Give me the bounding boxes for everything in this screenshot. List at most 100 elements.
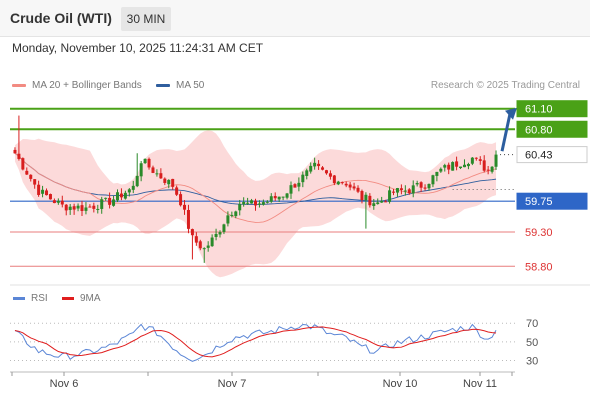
- candle-body: [234, 211, 238, 217]
- x-axis-label: Nov 6: [50, 378, 79, 390]
- level-label-60.43: 60.43: [516, 146, 588, 164]
- candle-body: [202, 248, 206, 250]
- candle-body: [123, 192, 127, 199]
- candle-body: [324, 170, 328, 174]
- candle-body: [478, 159, 482, 161]
- candle-body: [246, 202, 250, 204]
- candle-body: [13, 149, 17, 154]
- candle-body: [265, 201, 269, 203]
- candle-body: [352, 186, 356, 189]
- candle-body: [474, 157, 478, 159]
- level-tag-text: 60.43: [525, 150, 553, 162]
- candle-body: [238, 204, 242, 211]
- candle-body: [80, 205, 84, 211]
- candle-body: [384, 201, 388, 203]
- candle-body: [41, 189, 45, 194]
- candle-body: [68, 206, 72, 210]
- level-tag-text: 59.75: [525, 196, 553, 208]
- candle-body: [431, 175, 435, 185]
- candle-body: [147, 158, 151, 168]
- candle-body: [447, 164, 451, 170]
- candle-body: [92, 205, 96, 209]
- candle-body: [285, 193, 289, 198]
- timeframe-badge[interactable]: 30 MIN: [121, 7, 171, 31]
- candle-body: [486, 169, 490, 171]
- level-tag-bg: [516, 192, 588, 210]
- legend-label-ma20: MA 20 + Bollinger Bands: [32, 80, 142, 91]
- candle-body: [218, 232, 222, 235]
- legend-swatch-ma20: [12, 84, 26, 87]
- candle-body: [269, 196, 273, 202]
- candle-body: [470, 157, 474, 164]
- candle-body: [76, 205, 80, 209]
- rsi-level-label-30: 30: [526, 356, 538, 368]
- candle-body: [305, 170, 309, 176]
- level-tag-bg: [516, 120, 588, 138]
- level-tag-text: 58.80: [525, 261, 553, 273]
- candle-body: [277, 196, 281, 200]
- candle-body: [281, 196, 285, 198]
- legend-9ma: 9MA: [62, 293, 101, 304]
- candle-body: [356, 187, 360, 192]
- candle-body: [72, 206, 76, 210]
- instrument-title: Crude Oil (WTI): [10, 10, 112, 26]
- candle-body: [332, 175, 336, 184]
- candle-body: [317, 163, 321, 167]
- candle-body: [56, 200, 60, 203]
- x-axis-label: Nov 7: [218, 378, 247, 390]
- candle-body: [226, 215, 230, 224]
- candle-body: [222, 224, 226, 232]
- candle-body: [108, 197, 112, 205]
- candle-body: [135, 175, 139, 187]
- candle-body: [17, 153, 21, 159]
- candle-body: [427, 183, 431, 189]
- candle-body: [376, 202, 380, 205]
- candle-body: [297, 182, 301, 187]
- level-label-58.80: 58.80: [525, 261, 553, 273]
- candle-body: [183, 204, 187, 210]
- candle-body: [399, 188, 403, 191]
- x-axis-label: Nov 11: [463, 378, 497, 390]
- candle-body: [84, 207, 88, 211]
- candles-group: [13, 115, 498, 263]
- copyright-notice: Research © 2025 Trading Central: [430, 80, 580, 91]
- level-tag-bg: [516, 146, 588, 164]
- candle-body: [104, 197, 108, 199]
- candle-body: [364, 194, 368, 201]
- ma20-line: [14, 152, 497, 223]
- candle-body: [380, 201, 384, 203]
- candle-body: [163, 178, 167, 183]
- candle-body: [372, 203, 376, 207]
- candle-body: [313, 162, 317, 167]
- candle-body: [100, 199, 104, 209]
- candle-body: [175, 187, 179, 195]
- candle-body: [462, 164, 466, 168]
- candle-body: [127, 189, 131, 193]
- candle-body: [419, 182, 423, 188]
- candle-body: [443, 165, 447, 168]
- candle-body: [395, 188, 399, 193]
- chart-header: Crude Oil (WTI) 30 MIN: [0, 0, 590, 37]
- candle-body: [88, 206, 92, 208]
- candle-body: [403, 190, 407, 192]
- candle-body: [210, 237, 214, 247]
- candle-body: [25, 170, 29, 175]
- rsi-level-label-50: 50: [526, 337, 538, 349]
- candle-body: [254, 200, 257, 206]
- datetime-stamp: Monday, November 10, 2025 11:24:31 AM CE…: [12, 41, 264, 55]
- candle-body: [301, 174, 305, 183]
- candle-body: [167, 179, 171, 185]
- rsi-level-label-70: 70: [526, 318, 538, 330]
- candle-body: [64, 204, 68, 211]
- candle-body: [407, 189, 411, 194]
- candle-body: [194, 236, 198, 243]
- candle-body: [411, 185, 415, 194]
- x-axis-label: Nov 10: [383, 378, 418, 390]
- legend-swatch-ma50: [156, 84, 170, 87]
- candle-body: [257, 203, 261, 205]
- candle-body: [482, 160, 486, 171]
- candle-body: [336, 181, 340, 185]
- legend-rsi: RSI: [13, 293, 48, 304]
- candle-body: [289, 185, 293, 194]
